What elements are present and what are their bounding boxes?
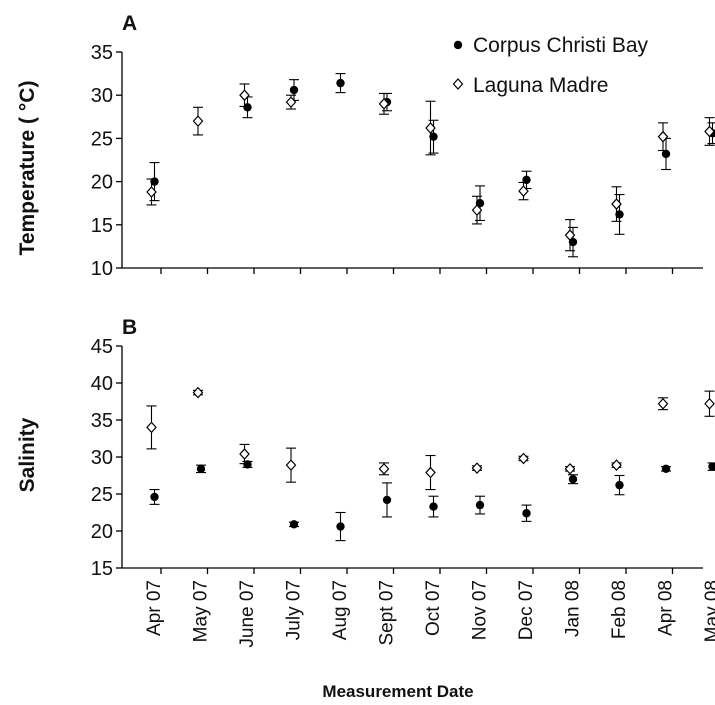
salinity-point-laguna: [378, 462, 390, 475]
legend-label-corpus: Corpus Christi Bay: [473, 34, 649, 57]
y-axis-title-temperature: Temperature ( °C): [16, 81, 39, 256]
salinity-point-laguna: [704, 397, 715, 410]
temperature-y-tick-label: 25: [91, 128, 113, 150]
legend-marker-corpus: [453, 40, 463, 50]
x-tick-label: May 07: [191, 580, 212, 642]
x-axis-date-labels: Apr 07 May 07 June 07 July 07 Aug 07 Sept 07 O…: [144, 580, 715, 648]
panel-label-b: B: [122, 316, 137, 339]
x-tick-label: Oct 07: [423, 580, 444, 636]
salinity-point-laguna: [146, 421, 157, 434]
x-tick-label: Sept 07: [377, 580, 398, 646]
salinity-y-tick-label: 30: [91, 447, 113, 469]
temperature-y-tick-label: 10: [91, 258, 113, 280]
x-tick-label: Jan 08: [563, 580, 584, 637]
legend: Corpus Christi Bay Laguna Madre: [452, 34, 649, 97]
x-tick-label: July 07: [284, 580, 305, 640]
temperature-point-laguna: [146, 186, 157, 198]
x-tick-label: Dec 07: [516, 580, 537, 640]
salinity-point-corpus: [243, 460, 252, 469]
legend-label-laguna: Laguna Madre: [473, 74, 608, 97]
temperature-point-laguna: [471, 204, 483, 217]
salinity-point-laguna: [564, 462, 576, 475]
salinity-point-laguna: [285, 459, 297, 472]
temperature-point-laguna: [378, 97, 390, 110]
salinity-plot-area: 15 20 25 30 35 40 45: [91, 336, 715, 580]
temperature-y-tick-label: 15: [91, 215, 113, 237]
temperature-point-laguna: [611, 198, 622, 210]
temperature-point-laguna: [285, 96, 297, 109]
x-axis-title: Measurement Date: [322, 682, 473, 701]
temperature-y-tick-label: 20: [91, 172, 113, 194]
temperature-point-corpus: [243, 103, 252, 112]
salinity-point-corpus: [568, 475, 578, 484]
salinity-point-corpus: [336, 522, 345, 531]
salinity-point-corpus: [382, 495, 392, 505]
temperature-point-laguna: [239, 89, 250, 102]
temperature-y-tick-label: 30: [91, 85, 113, 107]
salinity-point-laguna: [611, 459, 622, 472]
salinity-point-corpus: [661, 464, 671, 474]
salinity-point-corpus: [522, 509, 531, 518]
salinity-point-laguna: [518, 452, 529, 465]
salinity-point-corpus: [150, 492, 159, 502]
salinity-point-laguna: [471, 462, 483, 474]
temperature-point-laguna: [192, 115, 204, 128]
temperature-y-tick-label: 35: [91, 42, 113, 64]
salinity-point-laguna: [239, 448, 250, 460]
temperature-point-laguna: [425, 122, 436, 134]
salinity-point-laguna: [657, 397, 669, 410]
salinity-point-corpus: [475, 500, 485, 510]
temperature-point-laguna: [564, 229, 576, 242]
salinity-point-corpus: [708, 462, 715, 471]
temperature-point-laguna: [518, 185, 529, 198]
temperature-point-corpus: [661, 149, 671, 159]
temperature-point-laguna: [704, 125, 715, 138]
temperature-point-corpus: [289, 85, 299, 95]
temperature-point-corpus: [429, 132, 438, 141]
salinity-y-tick-label: 15: [91, 558, 113, 580]
salinity-point-laguna: [192, 386, 204, 399]
salinity-point-corpus: [615, 480, 624, 490]
panel-label-a: A: [122, 12, 137, 35]
y-axis-title-salinity: Salinity: [16, 417, 39, 492]
x-tick-label: Apr 08: [656, 580, 677, 636]
x-tick-label: Feb 08: [609, 580, 630, 639]
salinity-point-corpus: [429, 502, 438, 511]
x-tick-label: Aug 07: [330, 580, 351, 640]
temperature-point-corpus: [336, 78, 345, 88]
salinity-y-tick-label: 25: [91, 484, 113, 506]
temperature-point-laguna: [657, 130, 669, 143]
salinity-point-corpus: [196, 464, 206, 474]
salinity-y-tick-label: 40: [91, 373, 113, 395]
salinity-y-tick-label: 45: [91, 336, 113, 358]
salinity-point-corpus: [289, 520, 299, 529]
temperature-plot-area: 10 15 20 25 30 35: [91, 42, 715, 280]
x-tick-label: Nov 07: [470, 580, 491, 640]
temperature-point-corpus: [615, 210, 624, 219]
x-tick-label: June 07: [237, 580, 258, 648]
legend-marker-laguna: [452, 78, 464, 90]
x-tick-label: Apr 07: [144, 580, 165, 636]
x-tick-label: May 08: [702, 580, 715, 642]
salinity-y-tick-label: 20: [91, 521, 113, 543]
salinity-y-tick-label: 35: [91, 410, 113, 432]
salinity-point-laguna: [425, 466, 436, 479]
